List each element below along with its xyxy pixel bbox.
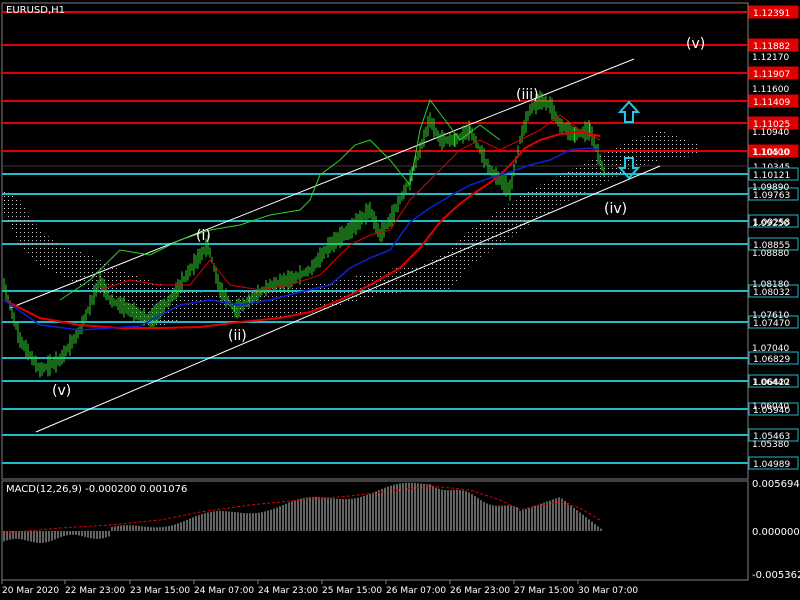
main-pane-frame	[1, 2, 749, 480]
level-price-box-4	[748, 116, 799, 130]
level-price-box-3	[748, 94, 799, 108]
up-arrow[interactable]	[617, 100, 641, 123]
level-price-label-8: 1.09763	[753, 191, 790, 201]
level-price-box-9	[748, 214, 799, 228]
ichimoku-cloud	[4, 130, 700, 330]
macd-histogram	[3, 482, 602, 543]
price-axis-tick: 1.12170	[752, 53, 789, 63]
channel-lower-line[interactable]	[35, 165, 661, 433]
price-axis-tick: 1.08880	[752, 249, 789, 259]
price-axis-tick: 1.07040	[752, 344, 789, 354]
price-axis-tick: 1.05380	[752, 440, 789, 450]
level-price-box-10	[748, 237, 799, 251]
level-price-box-2	[748, 66, 799, 80]
level-price-label-1: 1.11882	[753, 42, 790, 52]
wave-label-ii: (ii)	[228, 328, 247, 344]
level-price-box-0	[748, 5, 799, 19]
time-axis-label: 25 Mar 15:00	[322, 586, 382, 596]
trend-channel[interactable]	[9, 58, 661, 433]
level-price-label-2: 1.11907	[753, 70, 790, 80]
level-price-label-0: 1.12391	[753, 9, 790, 19]
level-price-box-17	[748, 456, 799, 470]
price-axis-tick: 1.10400	[752, 148, 789, 158]
level-price-label-5: 1.10510	[753, 148, 790, 158]
macd-axis-top: 0.005694	[752, 479, 800, 490]
time-axis-label: 24 Mar 07:00	[194, 586, 254, 596]
level-price-label-12: 1.07470	[753, 319, 790, 329]
macd-pane-frame	[1, 480, 749, 581]
level-price-box-8	[748, 187, 799, 201]
level-price-label-7: 1.10121	[753, 171, 790, 181]
level-price-label-17: 1.04989	[753, 460, 790, 470]
level-price-box-16	[748, 428, 799, 442]
level-price-box-5	[748, 144, 799, 158]
price-axis-tick: 1.06440	[752, 378, 789, 388]
level-price-box-15	[748, 402, 799, 416]
down-arrow[interactable]	[617, 157, 641, 180]
macd-label: MACD(12,26,9) -0.000200 0.001076	[6, 484, 187, 495]
level-price-label-10: 1.08855	[753, 241, 790, 251]
chart-title: EURUSD,H1	[6, 5, 65, 16]
price-axis-tick: 1.08180	[752, 280, 789, 290]
price-axis: 1.12170 1.11600 1.10940 1.10400 1.09890 1.092…	[752, 53, 789, 450]
macd-axis-bottom: -0.005362	[752, 570, 800, 581]
level-price-box-14	[748, 374, 799, 388]
time-axis-label: 26 Mar 23:00	[450, 586, 510, 596]
time-axis-label: 20 Mar 2020	[2, 586, 59, 596]
macd-axis-zero: 0.000000	[752, 527, 800, 538]
chikou-span	[59, 98, 501, 301]
price-axis-tick: 1.11600	[752, 85, 789, 95]
price-series	[3, 90, 605, 378]
wave-label-iii: (iii)	[516, 87, 539, 103]
time-axis-label: 24 Mar 23:00	[258, 586, 318, 596]
level-price-label-11: 1.08032	[753, 288, 790, 298]
level-price-label-4: 1.11025	[753, 120, 790, 130]
ma-fast-blue	[3, 147, 601, 331]
time-axis-label: 27 Mar 15:00	[514, 586, 574, 596]
time-axis: 20 Mar 2020 22 Mar 23:00 23 Mar 15:00 24 Ma…	[1, 580, 638, 596]
wave-label-v-end: (v)	[686, 36, 705, 52]
level-price-box-13	[748, 351, 799, 365]
horizontal-levels: 1.12391 1.11882 1.11907 1.11409 1.11025 1.105…	[2, 5, 799, 470]
time-axis-label: 30 Mar 07:00	[578, 586, 638, 596]
level-price-label-3: 1.11409	[753, 98, 790, 108]
wave-label-i: (i)	[196, 228, 211, 244]
price-axis-tick: 1.09250	[752, 219, 789, 229]
cloud-band-main	[4, 130, 700, 330]
level-price-box-7	[748, 167, 799, 181]
channel-upper-line[interactable]	[9, 58, 635, 309]
moving-averages	[3, 114, 601, 331]
level-price-label-16: 1.05463	[753, 432, 790, 442]
tenkan-line	[99, 114, 601, 291]
level-price-label-13: 1.06829	[753, 355, 790, 365]
level-price-box-11	[748, 284, 799, 298]
time-axis-label: 22 Mar 23:00	[65, 586, 125, 596]
price-axis-tick: 1.07610	[752, 311, 789, 321]
level-price-box-12	[748, 315, 799, 329]
wave-label-iv: (iv)	[604, 201, 627, 217]
time-axis-label: 23 Mar 15:00	[130, 586, 190, 596]
level-price-label-15: 1.05940	[753, 406, 790, 416]
macd-signal-line	[3, 485, 601, 534]
level-price-label-14: 1.06422	[753, 378, 790, 388]
level-price-label-9: 1.09258	[753, 218, 790, 228]
price-axis-tick: 1.06040	[752, 402, 789, 412]
price-axis-tick: 1.10940	[752, 128, 789, 138]
ma-slow-red	[3, 130, 601, 329]
level-price-box-1	[748, 38, 799, 52]
time-axis-label: 26 Mar 07:00	[386, 586, 446, 596]
wave-label-v-start: (v)	[52, 383, 71, 399]
price-axis-tick: 1.09890	[752, 183, 789, 193]
